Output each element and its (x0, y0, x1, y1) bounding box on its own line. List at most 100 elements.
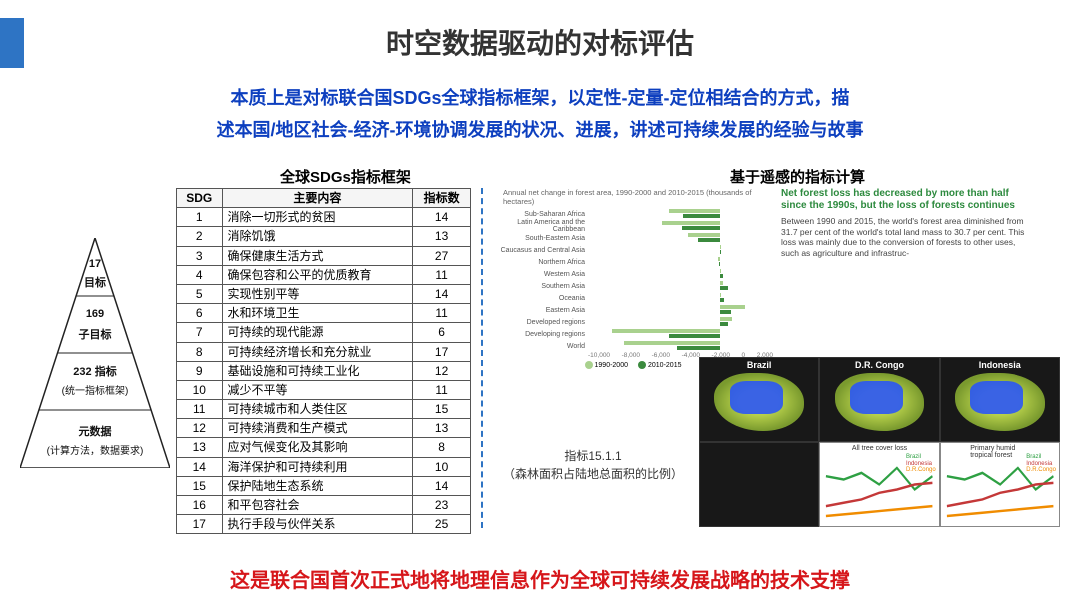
table-cell: 确保健康生活方式 (222, 246, 413, 265)
forest-body: Between 1990 and 2015, the world's fores… (781, 216, 1031, 259)
right-panel: Annual net change in forest area, 1990-2… (493, 188, 1060, 567)
table-cell: 14 (177, 457, 223, 476)
bar-row: Northern Africa (493, 256, 773, 268)
table-cell: 15 (413, 400, 471, 419)
mini-line-chart: Primary humid tropical forestBrazilIndon… (940, 442, 1060, 527)
pyr-l3a: 232 指标 (20, 363, 170, 379)
content-area: 17 目标 169 子目标 232 指标 (统一指标框架) 元数据 (计算方法，… (20, 188, 1060, 567)
table-cell: 实现性别平等 (222, 284, 413, 303)
table-cell: 1 (177, 208, 223, 227)
table-cell: 海洋保护和可持续利用 (222, 457, 413, 476)
table-cell: 可持续城市和人类住区 (222, 400, 413, 419)
bar-row: Caucasus and Central Asia (493, 244, 773, 256)
table-row: 5实现性别平等14 (177, 284, 471, 303)
pyr-l2b: 子目标 (20, 326, 170, 342)
table-header: SDG (177, 189, 223, 208)
bar-s1 (669, 209, 721, 213)
table-row: 6水和环境卫生11 (177, 304, 471, 323)
bar-label: Southern Asia (493, 283, 588, 290)
table-cell: 4 (177, 265, 223, 284)
accent-bar (0, 18, 24, 68)
table-row: 14海洋保护和可持续利用10 (177, 457, 471, 476)
table-cell: 14 (413, 284, 471, 303)
table-cell: 11 (413, 265, 471, 284)
table-cell: 15 (177, 476, 223, 495)
section-header-right: 基于遥感的指标计算 (730, 166, 865, 187)
table-row: 8可持续经济增长和充分就业17 (177, 342, 471, 361)
bar-label: Latin America and the Caribbean (493, 219, 588, 233)
table-row: 10减少不平等11 (177, 380, 471, 399)
bar-s2 (683, 214, 720, 218)
indicator-desc: （森林面积占陆地总面积的比例） (493, 465, 693, 483)
table-cell: 14 (413, 208, 471, 227)
table-header: 主要内容 (222, 189, 413, 208)
bar-s2 (720, 250, 721, 254)
legend-1990: 1990-2000 (595, 362, 628, 369)
table-cell: 水和环境卫生 (222, 304, 413, 323)
bar-s1 (720, 317, 732, 321)
table-row: 7可持续的现代能源6 (177, 323, 471, 342)
table-cell: 9 (177, 361, 223, 380)
table-cell: 17 (413, 342, 471, 361)
axis-tick: -4,000 (682, 352, 700, 359)
forest-description: Net forest loss has decreased by more th… (781, 188, 1031, 353)
map-drcongo: D.R. Congo (819, 357, 939, 442)
table-header: 指标数 (413, 189, 471, 208)
mini-legend-item: D.R.Congo (1026, 467, 1056, 474)
table-cell: 应对气候变化及其影响 (222, 438, 413, 457)
bar-row: Developing regions (493, 328, 773, 340)
bar-s2 (677, 346, 721, 350)
bar-row: Developed regions (493, 316, 773, 328)
forest-loss-overlay (970, 381, 1023, 414)
table-row: 9基础设施和可持续工业化12 (177, 361, 471, 380)
axis-tick: -10,000 (588, 352, 610, 359)
mini-legend-item: Indonesia (906, 461, 936, 468)
table-row: 15保护陆地生态系统14 (177, 476, 471, 495)
vertical-divider (481, 188, 483, 528)
forest-headline: Net forest loss has decreased by more th… (781, 188, 1031, 212)
table-cell: 可持续经济增长和充分就业 (222, 342, 413, 361)
sdg-table: SDG主要内容指标数 1消除一切形式的贫困142消除饥饿133确保健康生活方式2… (176, 188, 471, 534)
bar-label: Northern Africa (493, 259, 588, 266)
mini-chart-legend: BrazilIndonesiaD.R.Congo (1026, 454, 1056, 474)
pyr-l1b: 目标 (20, 274, 170, 290)
table-cell: 13 (413, 419, 471, 438)
table-cell: 10 (177, 380, 223, 399)
pyr-l1a: 17 (20, 258, 170, 270)
map-country-label: D.R. Congo (855, 360, 904, 370)
table-cell: 执行手段与伙伴关系 (222, 515, 413, 534)
bar-s1 (662, 221, 720, 225)
subtitle-line-2: 述本国/地区社会-经济-环境协调发展的状况、进展，讲述可持续发展的经验与故事 (40, 114, 1040, 146)
table-cell: 12 (413, 361, 471, 380)
pyramid: 17 目标 169 子目标 232 指标 (统一指标框架) 元数据 (计算方法，… (20, 238, 170, 567)
mini-chart-title: All tree cover loss (852, 445, 907, 452)
mini-legend-item: Brazil (906, 454, 936, 461)
mini-line-chart: All tree cover lossBrazilIndonesiaD.R.Co… (819, 442, 939, 527)
map-country-label: Indonesia (979, 360, 1021, 370)
table-cell: 11 (413, 380, 471, 399)
bar-s1 (720, 245, 721, 249)
bar-label: South-Eastern Asia (493, 235, 588, 242)
bar-row: South-Eastern Asia (493, 232, 773, 244)
bar-s1 (720, 269, 721, 273)
table-cell: 消除饥饿 (222, 227, 413, 246)
table-row: 4确保包容和公平的优质教育11 (177, 265, 471, 284)
table-cell: 13 (413, 227, 471, 246)
bar-s1 (720, 305, 745, 309)
bar-s2 (720, 298, 724, 302)
table-cell: 可持续消费和生产模式 (222, 419, 413, 438)
bar-s2 (669, 334, 721, 338)
table-cell: 7 (177, 323, 223, 342)
section-header-left: 全球SDGs指标框架 (280, 166, 411, 187)
bar-s2 (720, 286, 728, 290)
table-cell: 23 (413, 496, 471, 515)
forest-chart-title: Annual net change in forest area, 1990-2… (493, 188, 773, 206)
table-cell: 8 (413, 438, 471, 457)
table-cell: 13 (177, 438, 223, 457)
bar-s1 (720, 281, 723, 285)
table-row: 1消除一切形式的贫困14 (177, 208, 471, 227)
pyr-l3b: (统一指标框架) (20, 382, 170, 397)
bar-s2 (698, 238, 720, 242)
table-cell: 25 (413, 515, 471, 534)
indicator-label: 指标15.1.1 （森林面积占陆地总面积的比例） (493, 357, 693, 527)
